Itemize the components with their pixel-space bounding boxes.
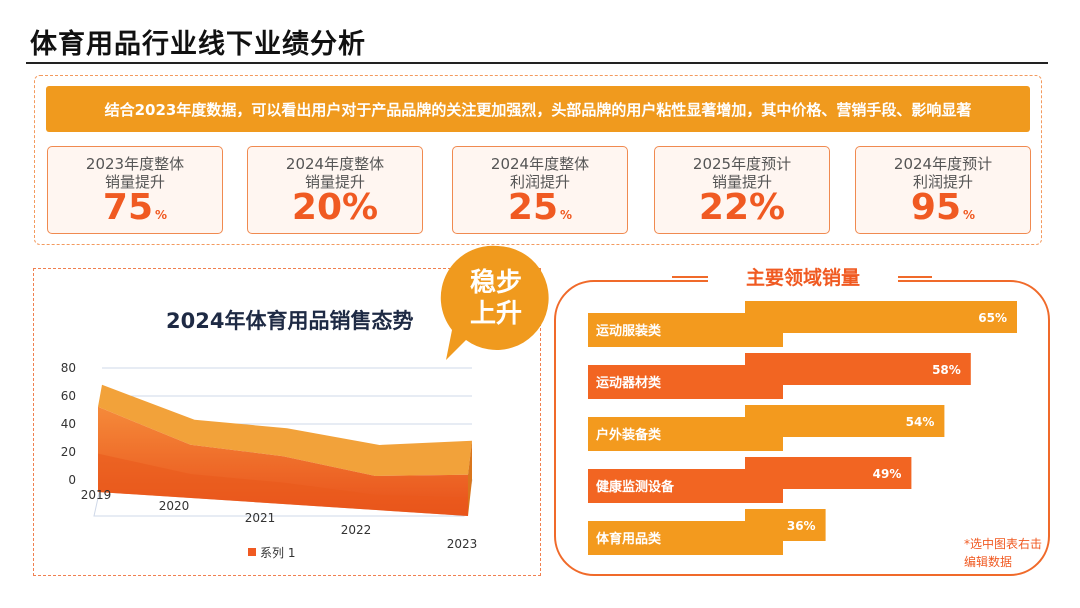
category-panel [554, 280, 1050, 576]
stat-label: 2025年度预计 销量提升 [692, 155, 792, 191]
bubble-line-1: 稳步 [469, 268, 522, 298]
area-chart-frame [33, 268, 541, 576]
area-chart-title: 2024年体育用品销售态势 [166, 309, 414, 333]
panel-title-rule-right [892, 276, 932, 278]
stat-card: 2025年度预计 销量提升 22% [654, 146, 830, 234]
stat-card: 2024年度整体 利润提升 25% [452, 146, 628, 234]
summary-banner: 结合2023年度数据，可以看出用户对于产品品牌的关注更加强烈，头部品牌的用户粘性… [46, 86, 1030, 132]
stat-value: 22% [655, 189, 829, 227]
panel-title: 主要领域销量 [745, 267, 860, 289]
panel-title-rule-left [672, 276, 712, 278]
stat-label: 2024年度预计 利润提升 [893, 155, 993, 191]
summary-frame [34, 75, 1042, 245]
stat-unit: % [560, 208, 573, 222]
stat-value: 20% [248, 189, 422, 227]
stat-unit: % [155, 208, 168, 222]
stat-card: 2023年度整体 销量提升 75% [47, 146, 223, 234]
stat-card: 2024年度预计 利润提升 95% [855, 146, 1031, 234]
stat-card: 2024年度整体 销量提升 20% [247, 146, 423, 234]
stat-number: 20% [291, 187, 379, 228]
edit-data-note: *选中图表右击编辑数据 [964, 537, 1043, 569]
stat-number: 25 [507, 187, 559, 228]
title-divider [26, 62, 1048, 64]
bubble-text: 稳步 上升 [440, 268, 552, 330]
stat-unit: % [963, 208, 976, 222]
speech-bubble [440, 244, 556, 360]
stat-label: 2024年度整体 利润提升 [490, 155, 590, 191]
stat-number: 95 [910, 187, 962, 228]
page-title: 体育用品行业线下业绩分析 [30, 29, 366, 60]
stat-number: 75 [102, 187, 154, 228]
stat-value: 95% [856, 189, 1030, 234]
stat-label: 2024年度整体 销量提升 [285, 155, 385, 191]
stat-number: 22% [698, 187, 786, 228]
stat-value: 25% [453, 189, 627, 234]
stat-value: 75% [48, 189, 222, 234]
stat-label: 2023年度整体 销量提升 [85, 155, 185, 191]
panel-title-wrap: 主要领域销量 [708, 263, 898, 290]
bubble-line-2: 上升 [469, 299, 522, 329]
